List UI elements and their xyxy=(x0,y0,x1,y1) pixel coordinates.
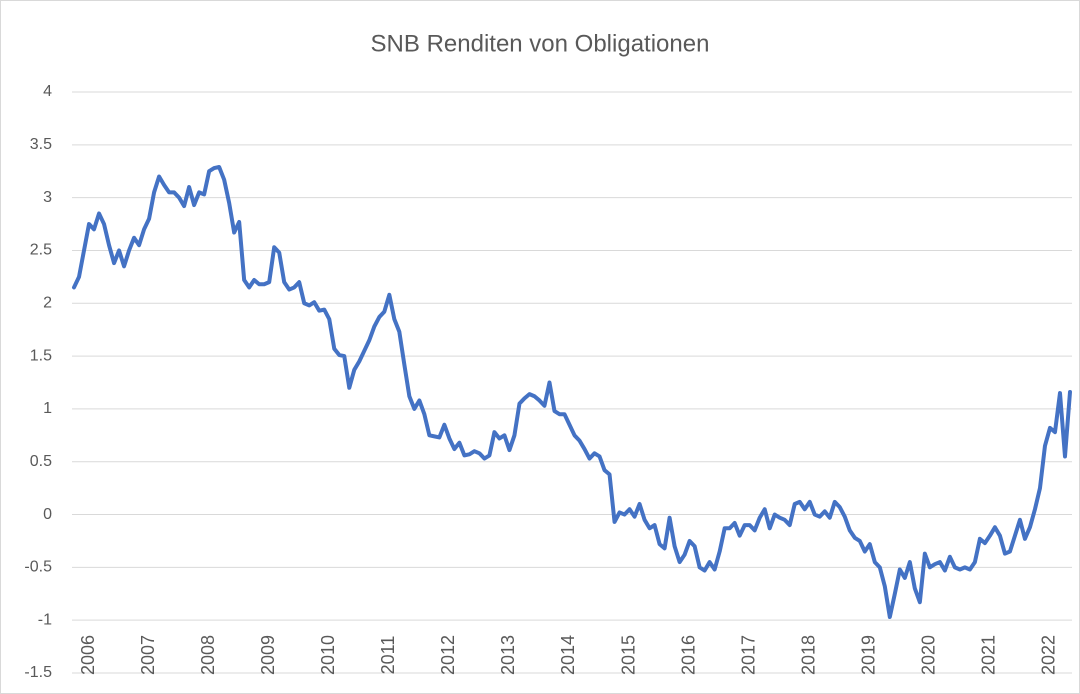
x-tick-label: 2016 xyxy=(678,635,698,675)
x-tick-label: 2015 xyxy=(618,635,638,675)
x-tick-label: 2018 xyxy=(798,635,818,675)
x-tick-label: 2008 xyxy=(198,635,218,675)
x-tick-label: 2017 xyxy=(738,635,758,675)
y-tick-label: 2 xyxy=(43,294,52,311)
x-tick-label: 2007 xyxy=(138,635,158,675)
x-tick-label: 2013 xyxy=(498,635,518,675)
x-tick-label: 2012 xyxy=(438,635,458,675)
y-tick-label: 2.5 xyxy=(30,242,52,259)
x-tick-label: 2014 xyxy=(558,635,578,675)
x-tick-label: 2011 xyxy=(378,636,398,675)
y-tick-label: -1 xyxy=(38,611,52,628)
y-tick-label: -0.5 xyxy=(24,559,52,576)
x-tick-label: 2010 xyxy=(318,635,338,675)
data-line xyxy=(72,165,1072,620)
y-tick-label: 1.5 xyxy=(30,347,52,364)
x-tick-label: 2006 xyxy=(78,635,98,675)
y-tick-label: 0.5 xyxy=(30,453,52,470)
x-tick-label: 2020 xyxy=(919,635,939,675)
y-tick-label: 4 xyxy=(43,83,52,100)
x-tick-label: 2022 xyxy=(1039,635,1059,675)
x-tick-label: 2009 xyxy=(258,635,278,675)
y-tick-label: 3.5 xyxy=(30,136,52,153)
y-tick-label: 0 xyxy=(43,506,52,523)
x-tick-label: 2021 xyxy=(979,635,999,675)
y-tick-label: -1.5 xyxy=(24,664,52,681)
y-tick-label: 3 xyxy=(43,189,52,206)
chart-title: SNB Renditen von Obligationen xyxy=(371,30,710,57)
y-tick-label: 1 xyxy=(43,400,52,417)
x-tick-label: 2019 xyxy=(859,635,879,675)
